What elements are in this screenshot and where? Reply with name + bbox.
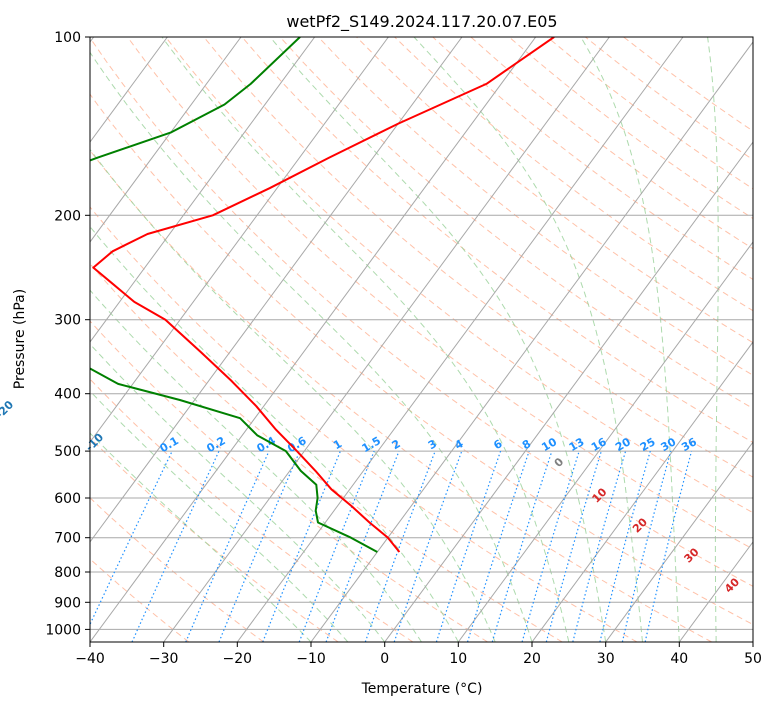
y-tick-label: 1000 <box>45 622 81 638</box>
mixing-ratio-line <box>325 450 400 642</box>
y-tick-label: 100 <box>54 30 81 46</box>
moist-adiabat-line <box>269 37 607 642</box>
temperature-trace <box>92 37 555 553</box>
moist-adiabat-line <box>90 51 533 642</box>
y-tick-label: 300 <box>54 313 81 329</box>
dry-adiabat-line <box>317 37 753 376</box>
dry-adiabat-line <box>90 93 753 626</box>
dry-adiabat-line <box>90 149 712 642</box>
mixing-ratio-line <box>218 450 301 642</box>
mixing-ratio-line <box>393 450 463 642</box>
mixing-ratio-line <box>262 450 341 642</box>
x-tick-label: −20 <box>223 651 253 667</box>
x-tick-label: 0 <box>380 651 389 667</box>
isotherm-line <box>90 37 242 243</box>
sounding-traces <box>90 37 555 553</box>
y-axis-label: Pressure (hPa) <box>12 289 28 389</box>
isotherm-line <box>236 37 684 642</box>
isotherm-line <box>90 37 463 543</box>
isotherm-line <box>90 37 316 343</box>
moist-adiabat-line <box>90 289 422 642</box>
mixing-ratio-line <box>572 450 627 642</box>
dry-adiabat-line <box>90 37 753 587</box>
chart-title: wetPf2_S149.2024.117.20.07.E05 <box>286 12 557 32</box>
x-axis-label: Temperature (°C) <box>361 681 483 697</box>
mixing-ratio-line <box>491 450 553 642</box>
moist-adiabat-line <box>707 37 719 642</box>
moist-adiabat-line <box>90 225 459 642</box>
isotherm-line <box>90 37 537 642</box>
x-tick-label: 40 <box>670 651 688 667</box>
y-tick-label: 400 <box>54 387 81 403</box>
dry-adiabat-line <box>90 378 414 642</box>
axes: −40 −30 −20 −10 0 10 20 30 40 50 100 200 300 400 500 60… <box>45 30 762 667</box>
isotherm-line <box>457 241 753 642</box>
mixing-ratio-line <box>466 450 530 642</box>
mixing-ratio-line <box>435 450 502 642</box>
x-tick-label: 20 <box>523 651 541 667</box>
isotherm-line <box>384 141 753 642</box>
isotherm-line <box>90 37 168 143</box>
isotherm-line <box>605 441 753 642</box>
y-tick-label: 900 <box>54 595 81 611</box>
y-tick-label: 800 <box>54 565 81 581</box>
moist-adiabat-line <box>90 343 386 642</box>
mixing-ratio-line <box>521 450 580 642</box>
y-tick-label: 200 <box>54 208 81 224</box>
moist-adiabat-line <box>413 37 643 642</box>
isotherm-line <box>310 41 753 642</box>
moist-adiabat-line <box>90 148 496 642</box>
mixing-ratio-line <box>644 450 693 642</box>
plot-frame <box>89 36 754 643</box>
moist-adiabat-line <box>161 37 570 642</box>
x-tick-label: 10 <box>449 651 467 667</box>
moist-adiabat-line <box>90 390 349 642</box>
x-tick-label: −30 <box>149 651 179 667</box>
dry-adiabat-line <box>165 37 753 514</box>
y-tick-label: 700 <box>54 531 81 547</box>
dry-adiabat-line <box>356 37 753 344</box>
isotherm-line <box>163 37 610 642</box>
x-tick-label: 50 <box>744 651 762 667</box>
isotherm-line <box>531 341 753 642</box>
mixing-ratio-line <box>185 450 270 642</box>
dry-adiabat-line <box>90 263 563 642</box>
x-tick-label: −40 <box>75 651 105 667</box>
isotherm-line <box>90 37 389 443</box>
dewpoint-trace <box>90 37 378 553</box>
dry-adiabat-line <box>279 37 753 410</box>
mixing-ratio-line <box>545 450 602 642</box>
dry-adiabat-line <box>90 206 638 642</box>
mixing-ratio-line <box>621 450 672 642</box>
y-tick-label: 500 <box>54 444 81 460</box>
x-tick-label: 30 <box>597 651 615 667</box>
moist-adiabat-line <box>580 37 680 642</box>
y-tick-label: 600 <box>54 491 81 507</box>
mixing-ratio-line <box>599 450 651 642</box>
plot-area <box>90 37 753 642</box>
mixing-ratio-line <box>364 450 436 642</box>
x-tick-label: −10 <box>296 651 326 667</box>
mixing-ratio-line <box>298 450 375 642</box>
